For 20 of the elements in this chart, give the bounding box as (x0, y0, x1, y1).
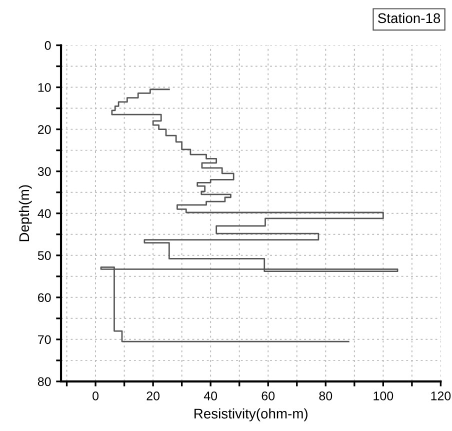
y-tick-label: 30 (38, 167, 51, 176)
y-tick-label: 50 (38, 251, 51, 260)
x-tick-label: 60 (262, 391, 275, 400)
x-tick-label: 80 (319, 391, 332, 400)
y-axis-title: Depth(m) (18, 185, 32, 242)
y-tick-label: 0 (44, 41, 51, 50)
y-tick-label: 20 (38, 125, 51, 134)
x-axis-title: Resistivity(ohm-m) (194, 408, 308, 422)
x-tick-label: 100 (374, 391, 394, 400)
y-tick-label: 10 (38, 83, 51, 92)
line-series (100, 88, 398, 342)
y-tick-label: 70 (38, 335, 51, 344)
y-tick-label: 40 (38, 209, 51, 218)
y-tick-label: 60 (38, 293, 51, 302)
x-tick-label: 0 (92, 391, 99, 400)
x-tick-label: 20 (146, 391, 160, 400)
chart-title: Station-18 (378, 12, 440, 24)
x-tick-label: 40 (204, 391, 218, 400)
x-tick-label: 120 (431, 391, 451, 400)
y-tick-label: 80 (38, 377, 51, 386)
